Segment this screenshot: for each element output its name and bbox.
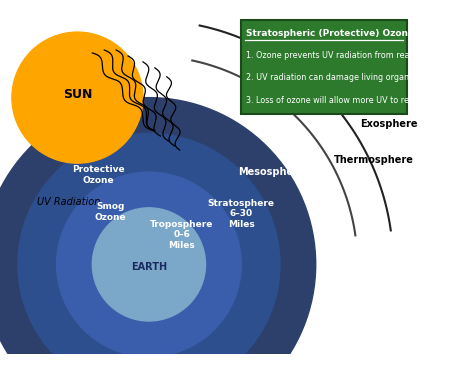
Text: Protective
Ozone: Protective Ozone <box>72 165 125 185</box>
Text: Thermosphere: Thermosphere <box>334 155 413 165</box>
Text: Mesosphere: Mesosphere <box>238 167 304 177</box>
Text: Stratospheric (Protective) Ozone: Stratospheric (Protective) Ozone <box>246 29 414 38</box>
Circle shape <box>56 172 241 357</box>
Text: EARTH: EARTH <box>131 262 167 272</box>
Text: UV Radiation: UV Radiation <box>37 197 100 207</box>
Circle shape <box>0 98 316 368</box>
FancyBboxPatch shape <box>241 20 407 114</box>
Circle shape <box>92 208 206 321</box>
Text: Stratosphere
6–30
Miles: Stratosphere 6–30 Miles <box>208 199 275 229</box>
Text: 2. UV radiation can damage living organisms: 2. UV radiation can damage living organi… <box>246 74 428 82</box>
Text: Exosphere: Exosphere <box>360 120 418 130</box>
Circle shape <box>18 133 280 368</box>
Text: Smog
Ozone: Smog Ozone <box>94 202 126 222</box>
Text: 1. Ozone prevents UV radiation from reaching earth: 1. Ozone prevents UV radiation from reac… <box>246 52 456 60</box>
Text: Troposphere
0–6
Miles: Troposphere 0–6 Miles <box>150 220 213 250</box>
Text: SUN: SUN <box>63 88 92 101</box>
Circle shape <box>12 32 143 163</box>
Text: 3. Loss of ozone will allow more UV to reach earth: 3. Loss of ozone will allow more UV to r… <box>246 96 447 105</box>
